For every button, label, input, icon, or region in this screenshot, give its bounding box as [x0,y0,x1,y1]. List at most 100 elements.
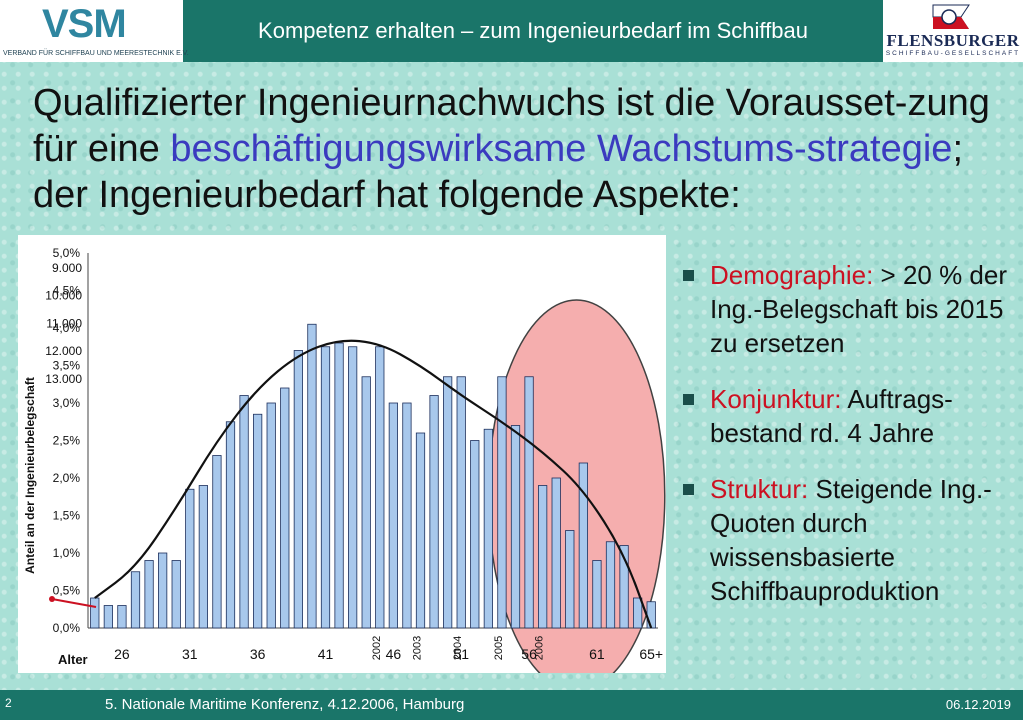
year-label: 2005 [493,636,505,660]
y-tick-label: 4,5% [53,284,81,298]
bar [185,488,195,629]
bar [334,342,344,629]
page-number: 2 [5,696,12,710]
bar [619,545,629,629]
chart-svg: 0,0% 0,5% 1,0% 1,5% 2,0% 2,5% 3,0% 3,5% 4,0% 4,5%… [23,246,666,673]
flensburger-logo: FLENSBURGER SCHIFFBAU-GESELLSCHAFT [883,0,1023,62]
y-tick-label: 4,0% [53,321,81,335]
x-tick-label: 31 [182,646,198,662]
red-marker-dot [49,596,55,602]
bar [348,346,358,629]
bar [239,395,249,629]
x-tick-label: 46 [386,646,402,662]
bar [307,323,317,629]
conference-name: 5. Nationale Maritime Konferenz, 4.12.20… [105,696,465,713]
x-tick-label: 56 [521,646,537,662]
bar [470,440,480,629]
bar [117,605,127,629]
year-label: 2003 [412,636,424,660]
bar [293,350,303,629]
y-tick-label: 2,5% [53,434,81,448]
y-tick-secondary-label: 9.000 [52,261,82,275]
footer-date: 06.12.2019 [945,697,1011,712]
vsm-logo-text: VSM [42,2,127,46]
age-distribution-chart: 0,0% 0,5% 1,0% 1,5% 2,0% 2,5% 3,0% 3,5% 4,0% 4,5%… [18,235,666,673]
year-label: 2006 [534,636,546,660]
bullet-square-icon [683,394,694,405]
x-axis-title: Alter [58,652,88,667]
year-label: 2004 [452,636,464,660]
x-tick-label: 65+ [639,646,663,662]
y-tick-label: 2,0% [53,471,81,485]
bar [551,477,561,629]
x-tick-label: 36 [250,646,266,662]
flensburger-name: FLENSBURGER [886,31,1020,50]
y-tick-label: 3,5% [53,359,81,373]
bar [565,530,575,629]
x-tick-label: 51 [453,646,469,662]
bar [415,432,426,629]
bullet-key: Struktur: [710,474,809,504]
bar [605,541,616,629]
year-label: 2002 [371,636,383,660]
bar [103,605,113,629]
bullet-list: Demographie: > 20 % der Ing.-Belegschaft… [680,258,1020,630]
x-tick-label: 61 [589,646,605,662]
bar [483,428,493,629]
bar [171,560,181,629]
y-tick-secondary-label: 12.000 [45,344,82,358]
bullet-key: Konjunktur: [710,384,842,414]
bar [198,485,208,629]
headline: Qualifizierter Ingenieurnachwuchs ist di… [33,80,1008,218]
bullet-square-icon [683,484,694,495]
x-tick-label: 26 [114,646,130,662]
bar [592,560,602,629]
bullet-text: Auftrags-bestand rd. 4 Jahre [710,384,953,448]
bullet-text: Steigende Ing.-Quoten durch wissensbasie… [710,474,992,606]
bar [578,462,588,629]
footer: 2 5. Nationale Maritime Konferenz, 4.12.… [0,690,1023,720]
bar [266,402,276,629]
bar [429,395,439,629]
headline-accent: beschäftigungswirksame Wachstums-strateg… [170,128,953,170]
bar [375,346,385,629]
bullet-demographie: Demographie: > 20 % der Ing.-Belegschaft… [680,258,1020,360]
y-tick-secondary-label: 11.000 [46,316,82,330]
y-tick-label: 1,5% [53,509,81,523]
bar [402,402,412,629]
y-tick-label: 1,0% [53,546,81,560]
bar [320,346,331,629]
y-axis-title: Anteil an der Ingenieurbelegschaft [23,377,37,574]
flensburger-subname: SCHIFFBAU-GESELLSCHAFT [885,50,1021,57]
y-tick-secondary-label: 13.000 [45,372,82,386]
vsm-logo-subtext: VERBAND FÜR SCHIFFBAU UND MEERESTECHNIK … [3,50,189,57]
header-title: Kompetenz erhalten – zum Ingenieurbedarf… [258,18,808,43]
bullet-square-icon [683,270,694,281]
y-tick-label: 0,0% [53,621,81,635]
flag-icon [932,4,970,29]
red-marker-line [51,598,97,608]
headline-part1: Qualifizierter Ingenieurnachwuchs ist di… [33,82,990,170]
bar [524,376,534,629]
bar [646,601,656,629]
bar [158,552,168,629]
bar [212,455,222,629]
bar [456,376,466,629]
bar [280,387,290,629]
vsm-logo: VSM VERBAND FÜR SCHIFFBAU UND MEERESTECH… [0,0,189,62]
headline-part2: ; der Ingenieurbedarf hat folgende Aspek… [33,128,963,216]
bullet-key: Demographie: [710,260,874,290]
bar [633,597,643,629]
bar [130,571,141,629]
bar [538,485,548,629]
bar [225,421,236,629]
bar [497,376,507,629]
x-tick-label: 41 [318,646,334,662]
bar [144,560,154,629]
bar [388,402,398,629]
bar [253,413,263,629]
bullet-struktur: Struktur: Steigende Ing.-Quoten durch wi… [680,472,1020,608]
title-band [183,0,883,62]
bullet-konjunktur: Konjunktur: Auftrags-bestand rd. 4 Jahre [680,382,1020,450]
